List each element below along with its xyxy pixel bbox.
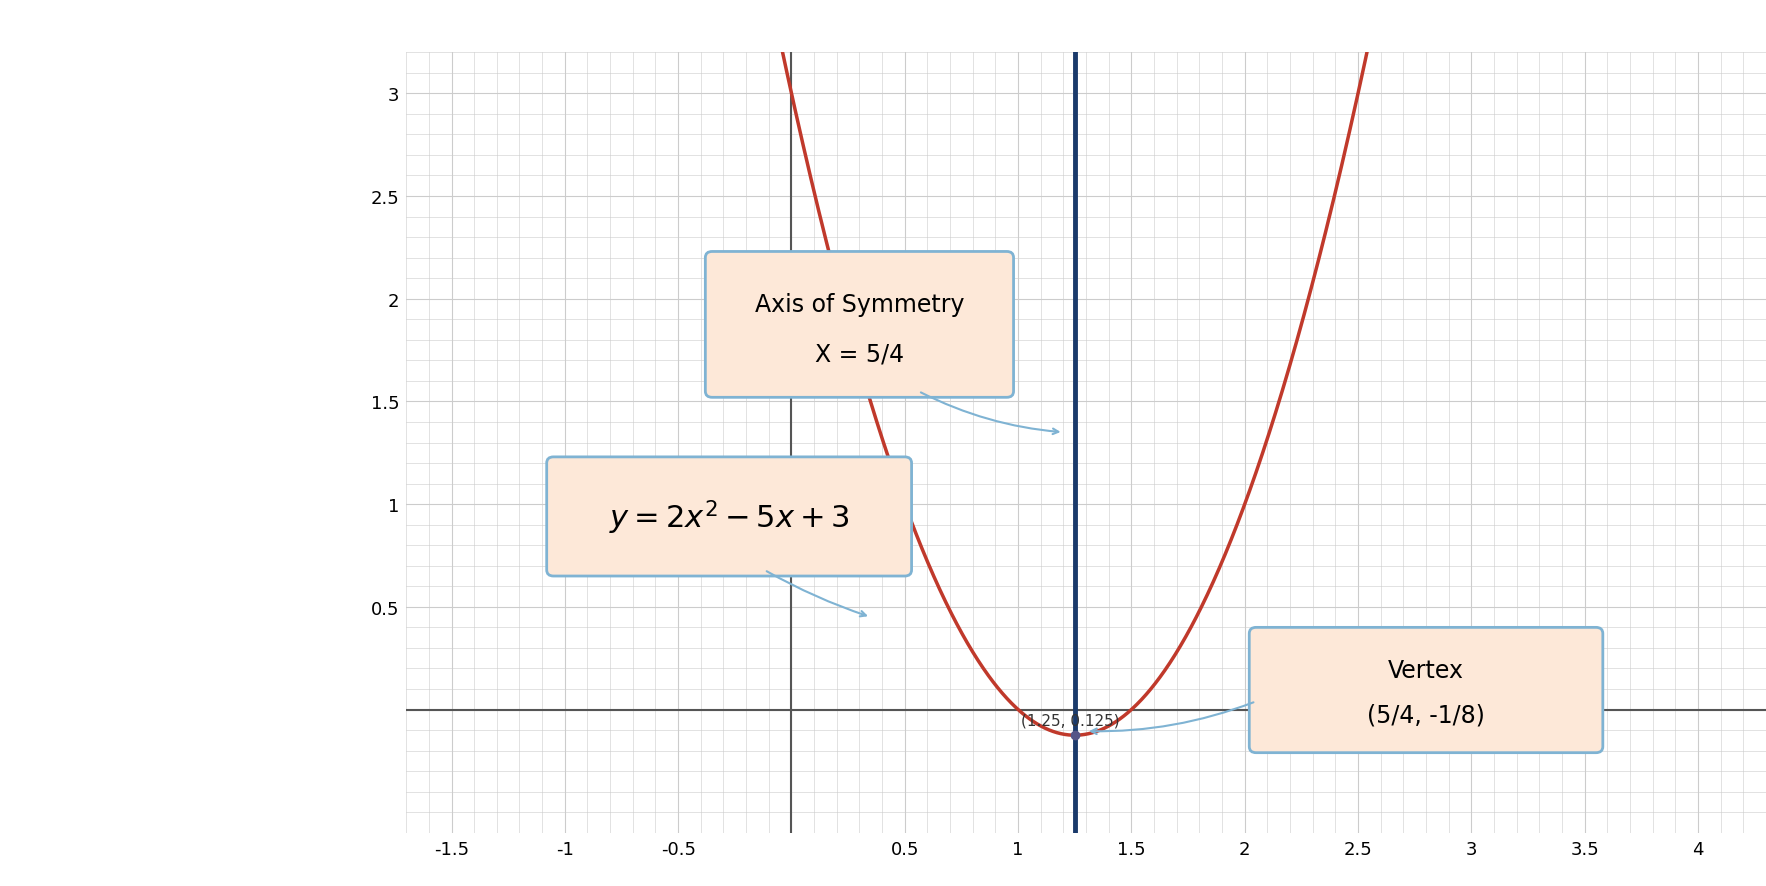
FancyBboxPatch shape bbox=[705, 253, 1014, 398]
Text: (1.25, 0.125): (1.25, 0.125) bbox=[1021, 713, 1120, 728]
Text: X = 5/4: X = 5/4 bbox=[814, 342, 904, 366]
FancyBboxPatch shape bbox=[1249, 627, 1604, 753]
FancyBboxPatch shape bbox=[547, 457, 911, 577]
Text: (5/4, -1/8): (5/4, -1/8) bbox=[1367, 703, 1485, 727]
Text: $y = 2x^2 - 5x + 3$: $y = 2x^2 - 5x + 3$ bbox=[609, 498, 849, 536]
Text: Vertex: Vertex bbox=[1388, 658, 1464, 682]
Text: Axis of Symmetry: Axis of Symmetry bbox=[754, 293, 964, 317]
